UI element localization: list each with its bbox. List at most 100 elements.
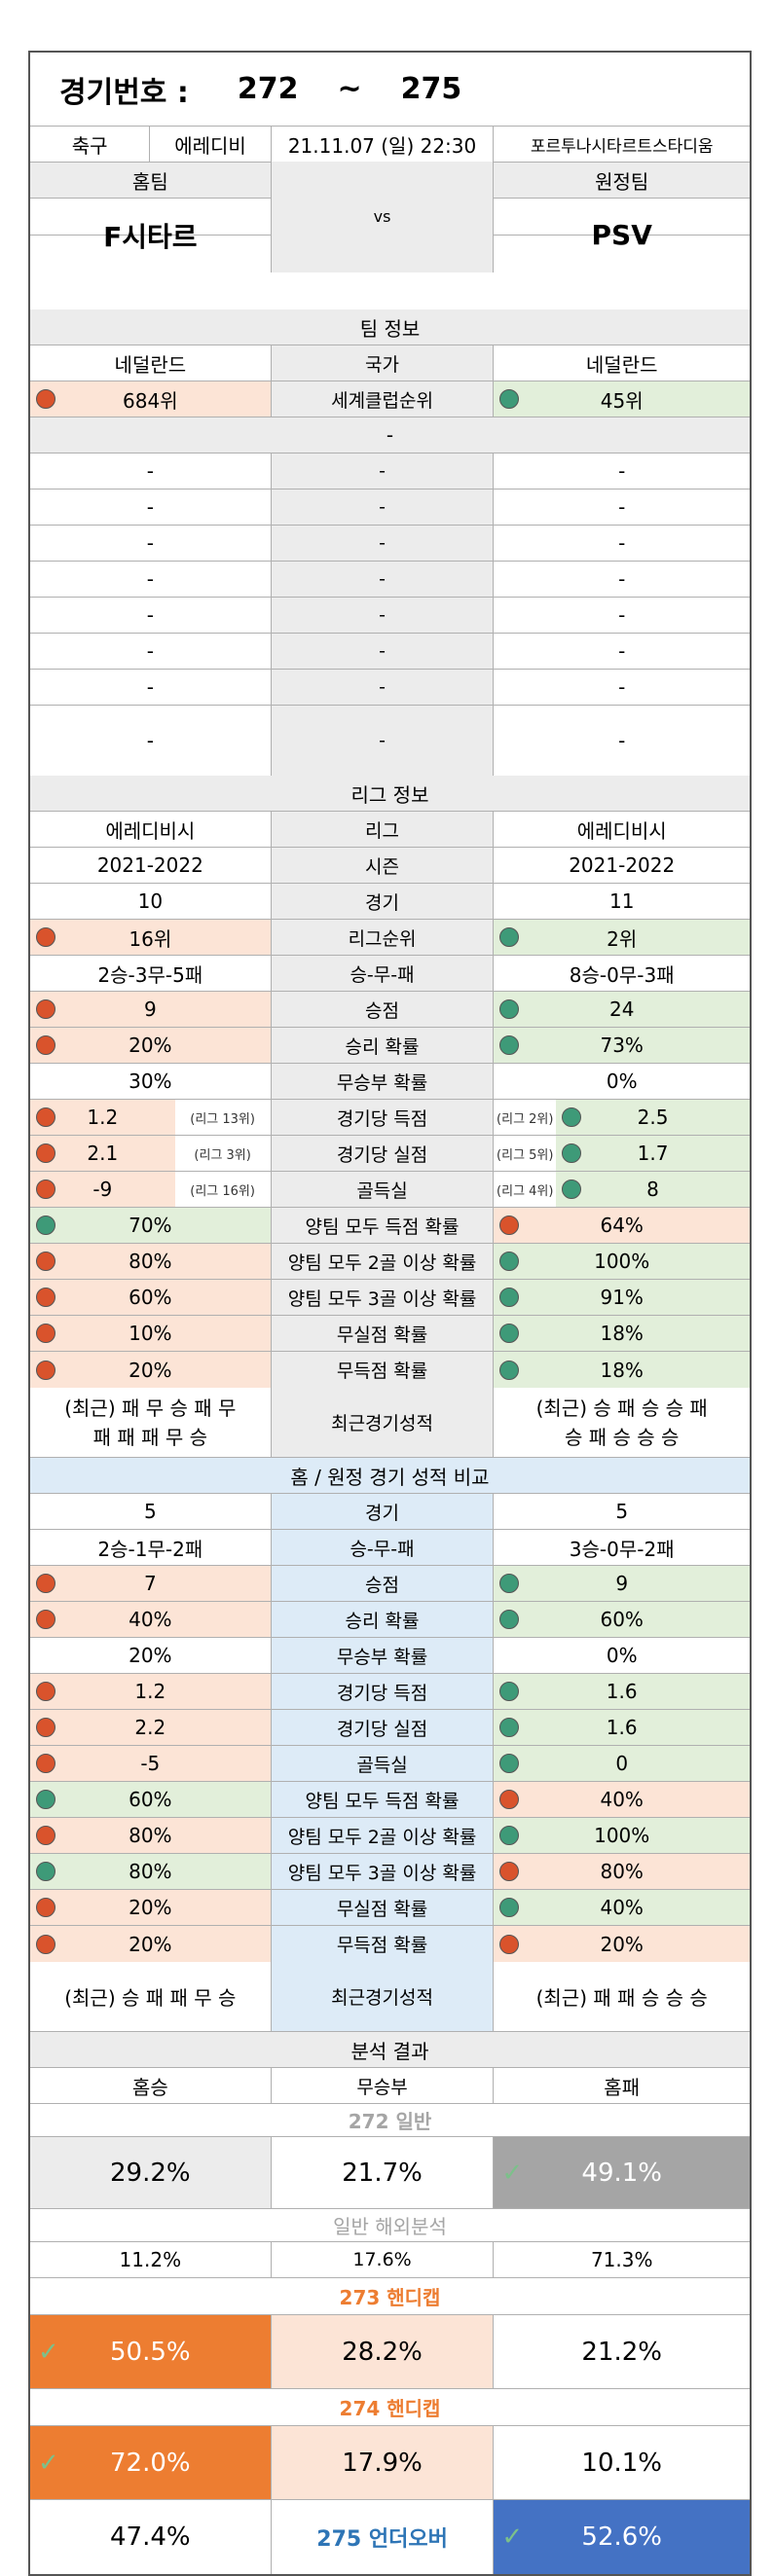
homeaway-stat-row: 1.2 경기당 득점 1.6 <box>30 1674 750 1710</box>
match-datetime: 21.11.07 (일) 22:30 <box>272 127 495 162</box>
game-273-draw: 28.2% <box>271 2315 495 2388</box>
away-league-recent-line2: 승 패 승 승 승 <box>564 1425 680 1449</box>
league-stat-label: 시즌 <box>271 848 495 883</box>
match-meta-row: 축구 에레디비 21.11.07 (일) 22:30 포르투나시타르트스타디움 <box>30 127 750 163</box>
league-stat-label: 승리 확률 <box>271 1028 495 1063</box>
home-homeaway-stat-value: 20% <box>129 1644 172 1667</box>
away-league-stat-value: 24 <box>608 998 635 1021</box>
league-stat-row: 에레디비시 리그 에레디비시 <box>30 812 750 848</box>
check-icon: ✓ <box>501 2522 524 2552</box>
country-row: 네덜란드 국가 네덜란드 <box>30 345 750 381</box>
red-dot-icon <box>499 1790 520 1809</box>
game-273-row: ✓ 50.5% 28.2% 21.2% <box>30 2315 750 2389</box>
away-homeaway-stat-value: 1.6 <box>606 1716 638 1739</box>
game-274-title-row: 274 핸디캡 <box>30 2389 750 2426</box>
home-homeaway-stat-value: 5 <box>143 1500 157 1523</box>
league-info-title: 리그 정보 <box>350 782 429 807</box>
green-dot-icon <box>499 927 520 947</box>
league-stat-row: 70% 양팀 모두 득점 확률 64% <box>30 1208 750 1244</box>
green-dot-icon <box>562 1107 582 1127</box>
team-name-row: F시타르 vs PSV <box>30 161 750 272</box>
league-stat-row: 2021-2022 시즌 2021-2022 <box>30 848 750 884</box>
dash-cell: - <box>271 706 495 776</box>
team-extra-row: --- <box>30 490 750 526</box>
away-homeaway-stat-value: 0% <box>606 1644 638 1667</box>
red-dot-icon <box>36 1934 55 1954</box>
overseas-draw: 17.6% <box>272 2242 495 2277</box>
home-loss-label: 홈패 <box>604 2075 641 2099</box>
away-league-rank-note: (리그 2위) <box>497 1111 554 1127</box>
home-homeaway-stat-value: 2.2 <box>134 1716 166 1739</box>
green-dot-icon <box>499 999 520 1019</box>
check-icon: ✓ <box>38 2337 59 2367</box>
away-league-stat-value: 73% <box>600 1034 644 1057</box>
league-stat-label: 양팀 모두 득점 확률 <box>271 1208 495 1243</box>
dash-cell: - <box>618 675 626 699</box>
green-dot-icon <box>499 1252 520 1271</box>
league-stat-row: 2승-3무-5패 승-무-패 8승-0무-3패 <box>30 956 750 992</box>
red-dot-icon <box>36 1754 55 1773</box>
team-extra-row: --- <box>30 526 750 562</box>
league-recent-row: (최근) 패 무 승 패 무 패 패 패 무 승 최근경기성적 (최근) 승 패… <box>30 1388 750 1458</box>
match-number-to: 275 <box>400 72 462 106</box>
sport: 축구 <box>30 127 151 162</box>
green-dot-icon <box>499 1288 520 1307</box>
homeaway-recent-row: (최근) 승 패 패 무 승 최근경기성적 (최근) 패 패 승 승 승 <box>30 1962 750 2032</box>
away-homeaway-stat-value: 5 <box>615 1500 629 1523</box>
league-recent-label: 최근경기성적 <box>271 1388 495 1457</box>
homeaway-stat-row: 7 승점 9 <box>30 1566 750 1602</box>
away-world-rank: 45위 <box>600 388 644 413</box>
homeaway-stat-row: 2승-1무-2패 승-무-패 3승-0무-2패 <box>30 1530 750 1566</box>
dash-cell: - <box>618 567 626 591</box>
league-stat-label: 경기당 득점 <box>271 1100 495 1135</box>
league-stat-label: 승점 <box>271 992 495 1027</box>
red-dot-icon <box>36 1324 55 1343</box>
league-stat-row: 10 경기 11 <box>30 884 750 920</box>
away-team-label: 원정팀 <box>494 163 750 198</box>
dash-cell: - <box>271 490 495 525</box>
dash-cell: - <box>30 526 272 561</box>
league-stat-label: 리그 <box>271 812 495 847</box>
analysis-header-row: 홈승 무승부 홈패 <box>30 2068 750 2104</box>
game-273-title-row: 273 핸디캡 <box>30 2278 750 2315</box>
game-274-away: 10.1% <box>581 2448 663 2478</box>
green-dot-icon <box>562 1143 582 1163</box>
home-team-name: F시타르 <box>30 198 272 272</box>
away-league-recent-line1: (최근) 승 패 승 승 패 <box>535 1396 708 1420</box>
team-label-row: 홈팀 원정팀 <box>30 163 750 199</box>
homeaway-recent-label: 최근경기성적 <box>271 1962 495 2031</box>
game-272-title-row: 272 일반 <box>30 2104 750 2137</box>
dash-cell: - <box>271 670 495 705</box>
team-extra-row: --- <box>30 670 750 706</box>
league-info-title-row: 리그 정보 <box>30 776 750 812</box>
away-league-rank-note: (리그 5위) <box>497 1147 554 1163</box>
dash-cell: - <box>271 526 495 561</box>
homeaway-stat-row: 80% 양팀 모두 3골 이상 확률 80% <box>30 1854 750 1890</box>
game-272-row: 29.2% 21.7% ✓ 49.1% <box>30 2137 750 2209</box>
home-league-rank-note: (리그 16위) <box>190 1183 255 1199</box>
vs-label: vs <box>271 161 495 272</box>
homeaway-stat-label: 경기 <box>271 1494 495 1529</box>
game-272-home: 29.2% <box>30 2137 272 2208</box>
homeaway-stat-label: 양팀 모두 득점 확률 <box>271 1782 495 1817</box>
green-dot-icon <box>562 1179 582 1199</box>
away-homeaway-stat-value: 0 <box>615 1752 629 1775</box>
homeaway-stat-label: 경기당 실점 <box>271 1710 495 1745</box>
team-extra-row: --- <box>30 454 750 490</box>
green-dot-icon <box>499 1718 520 1737</box>
match-number-tilde: ~ <box>337 72 362 106</box>
league-stat-row: 30% 무승부 확률 0% <box>30 1064 750 1100</box>
check-icon: ✓ <box>38 2448 59 2478</box>
home-league-stat-value: 2.1 <box>87 1142 119 1165</box>
game-275-row: 47.4% 275 언더오버 ✓ 52.6% <box>30 2500 750 2574</box>
league-stat-row: 9 승점 24 <box>30 992 750 1028</box>
green-dot-icon <box>499 1754 520 1773</box>
game-275-under: 47.4% <box>30 2500 272 2574</box>
dash-cell: - <box>30 670 272 705</box>
away-homeaway-stat-value: 80% <box>600 1860 644 1883</box>
away-homeaway-stat-value: 9 <box>615 1572 629 1595</box>
away-league-stat-value: 2021-2022 <box>569 853 676 877</box>
away-homeaway-stat-value: 20% <box>600 1932 644 1956</box>
homeaway-stat-label: 골득실 <box>271 1746 495 1781</box>
overseas-title-row: 일반 해외분석 <box>30 2209 750 2242</box>
